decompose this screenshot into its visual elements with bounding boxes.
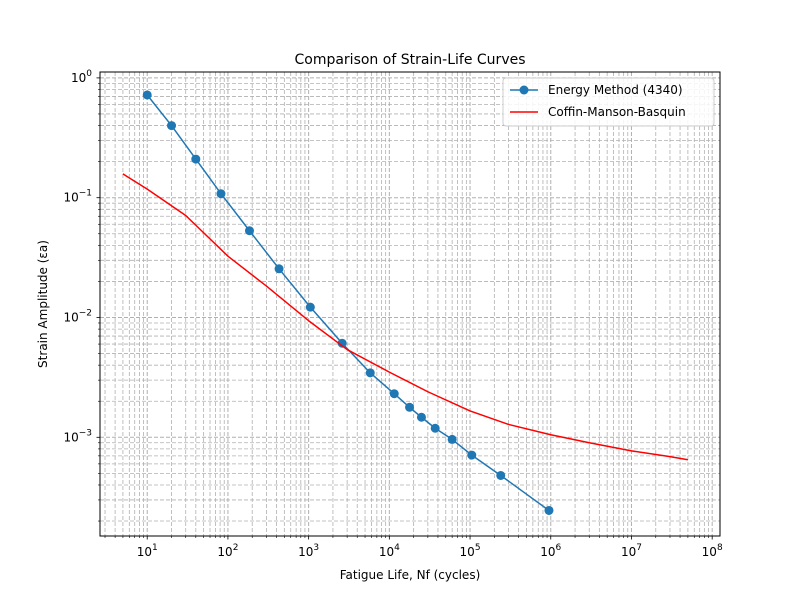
x-axis-label: Fatigue Life, Nf (cycles): [340, 568, 481, 582]
y-tick-label: 100: [71, 69, 92, 85]
y-axis-label: Strain Amplitude (εa): [36, 240, 50, 368]
plot-frame: [99, 71, 721, 537]
energy-method-marker: [274, 264, 284, 274]
legend: Energy Method (4340) Coffin-Manson-Basqu…: [502, 77, 715, 127]
chart-title: Comparison of Strain-Life Curves: [294, 52, 525, 68]
x-tick-label: 106: [540, 543, 561, 559]
legend-label-energy-method: Energy Method (4340): [548, 83, 683, 97]
energy-method-marker: [430, 423, 440, 433]
energy-method-marker: [496, 470, 506, 480]
energy-method-marker: [389, 389, 399, 399]
energy-method-marker: [544, 505, 554, 515]
energy-method-marker: [405, 402, 415, 412]
y-tick-label: 10−3: [63, 428, 92, 444]
coffin-manson-basquin-line: [122, 173, 689, 461]
energy-method-marker: [467, 450, 477, 460]
energy-method-marker: [142, 90, 152, 100]
legend-box: [502, 77, 715, 127]
energy-method-marker: [447, 434, 457, 444]
y-tick-label: 10−1: [63, 189, 92, 205]
x-tick-label: 103: [298, 543, 319, 559]
x-tick-label: 105: [460, 543, 481, 559]
x-tick-label: 108: [702, 543, 723, 559]
x-tick-label: 101: [137, 543, 158, 559]
legend-label-coffin-manson: Coffin-Manson-Basquin: [548, 105, 686, 119]
ticks: 101 102 103 104 105 106 107 108 10−3 10−2 10−1 100: [63, 69, 723, 559]
energy-method-marker: [416, 412, 426, 422]
energy-method-marker: [167, 121, 177, 131]
x-tick-label: 102: [217, 543, 238, 559]
x-tick-label: 104: [379, 543, 400, 559]
x-tick-label: 107: [621, 543, 642, 559]
energy-method-marker: [191, 154, 201, 164]
energy-method-marker: [216, 189, 226, 199]
series-layer: [122, 90, 689, 515]
energy-method-marker: [305, 302, 315, 312]
legend-marker-energy-method: [519, 85, 529, 95]
energy-method-marker: [365, 368, 375, 378]
energy-method-marker: [244, 226, 254, 236]
energy-method-marker: [337, 338, 347, 348]
y-tick-label: 10−2: [63, 308, 92, 324]
grid: [100, 72, 720, 536]
